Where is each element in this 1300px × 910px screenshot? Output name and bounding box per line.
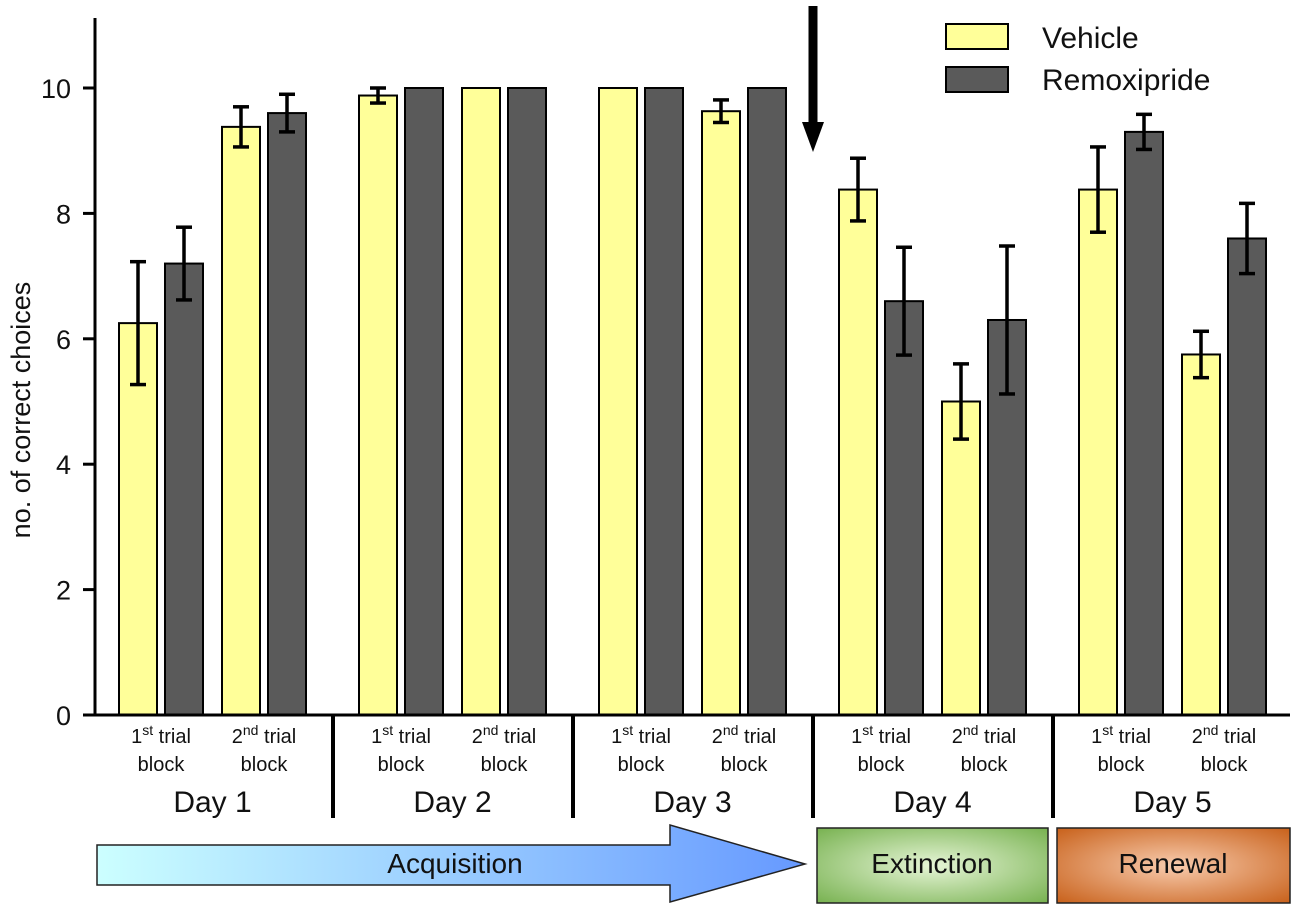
block-label-day5-block1: 1st trial bbox=[1091, 722, 1151, 748]
error-bar-vehicle-day3-block2 bbox=[713, 98, 729, 125]
block-label-line2: block bbox=[961, 754, 1009, 776]
block-label-line2: block bbox=[721, 754, 769, 776]
error-bar-vehicle-day4-block2 bbox=[953, 362, 969, 441]
arrow-down-marker bbox=[802, 6, 824, 152]
block-label-line2: block bbox=[481, 754, 529, 776]
bar-remoxipride-day2-block1 bbox=[404, 87, 444, 716]
bar-vehicle-day4-block1 bbox=[838, 188, 878, 717]
bar-vehicle-day5-block1 bbox=[1078, 188, 1118, 717]
day-label-4: Day 4 bbox=[893, 786, 971, 819]
error-bar-vehicle-day5-block2 bbox=[1193, 329, 1209, 380]
bar-vehicle-day4-block2 bbox=[941, 400, 981, 716]
bar-vehicle-day3-block2 bbox=[701, 110, 741, 717]
legend-swatch-vehicle bbox=[945, 23, 1009, 50]
error-bar-remoxipride-day5-block1 bbox=[1136, 112, 1152, 152]
bars-group bbox=[118, 87, 1267, 717]
y-tick-label: 4 bbox=[56, 450, 71, 480]
x-axis-labels: 1st trial block 2nd trial block Day 1 1st tri… bbox=[131, 715, 1256, 819]
bar-remoxipride-day5-block1 bbox=[1124, 130, 1164, 716]
block-label-line2: block bbox=[1201, 754, 1249, 776]
renewal-box bbox=[1056, 827, 1291, 904]
bar-vehicle-day5-block2 bbox=[1181, 353, 1221, 716]
day-label-3: Day 3 bbox=[653, 786, 731, 819]
bar-remoxipride-day4-block1 bbox=[884, 300, 924, 716]
day-label-1: Day 1 bbox=[173, 786, 251, 819]
block-label-day2-block1: 1st trial bbox=[371, 722, 431, 748]
extinction-label: Extinction bbox=[871, 848, 992, 879]
bar-vehicle-day2-block1 bbox=[358, 94, 398, 717]
error-bar-remoxipride-day4-block1 bbox=[896, 245, 912, 357]
block-label-day1-block2: 2nd trial bbox=[232, 722, 297, 748]
y-tick-label: 8 bbox=[56, 199, 71, 229]
y-tick-label: 10 bbox=[41, 74, 71, 104]
error-bar-vehicle-day1-block1 bbox=[130, 259, 146, 387]
error-bar-vehicle-day4-block1 bbox=[850, 156, 866, 223]
bar-remoxipride-day3-block1 bbox=[644, 87, 684, 716]
acquisition-label: Acquisition bbox=[387, 848, 522, 879]
legend-label-vehicle: Vehicle bbox=[1042, 22, 1139, 55]
block-label-line2: block bbox=[618, 754, 666, 776]
bar-vehicle-day3-block1 bbox=[598, 87, 638, 716]
day-label-5: Day 5 bbox=[1133, 786, 1211, 819]
phase-extinction: Extinction bbox=[816, 827, 1049, 904]
block-label-day5-block2: 2nd trial bbox=[1192, 722, 1257, 748]
block-label-line2: block bbox=[138, 754, 186, 776]
phase-renewal: Renewal bbox=[1056, 827, 1291, 904]
y-tick-label: 6 bbox=[56, 325, 71, 355]
legend: Vehicle Remoxipride bbox=[945, 22, 1210, 97]
y-axis-ticks: 0 2 4 6 8 10 bbox=[41, 74, 95, 731]
bar-vehicle-day1-block2 bbox=[221, 125, 261, 716]
block-label-day4-block2: 2nd trial bbox=[952, 722, 1017, 748]
legend-swatch-remoxipride bbox=[945, 66, 1009, 93]
day-label-2: Day 2 bbox=[413, 786, 491, 819]
error-bar-remoxipride-day1-block1 bbox=[176, 225, 192, 302]
error-bar-vehicle-day2-block1 bbox=[370, 86, 386, 105]
block-label-day3-block2: 2nd trial bbox=[712, 722, 777, 748]
error-bar-remoxipride-day1-block2 bbox=[279, 92, 295, 134]
bar-remoxipride-day2-block2 bbox=[507, 87, 547, 716]
block-label-day3-block1: 1st trial bbox=[611, 722, 671, 748]
renewal-label: Renewal bbox=[1119, 848, 1228, 879]
error-bar-remoxipride-day4-block2 bbox=[999, 244, 1015, 396]
legend-label-remoxipride: Remoxipride bbox=[1042, 64, 1210, 97]
bar-remoxipride-day1-block1 bbox=[164, 262, 204, 716]
y-tick-label: 2 bbox=[56, 576, 71, 606]
error-bar-remoxipride-day5-block2 bbox=[1239, 201, 1255, 276]
y-tick-label: 0 bbox=[56, 701, 71, 731]
block-label-line2: block bbox=[241, 754, 289, 776]
error-bar-vehicle-day1-block2 bbox=[233, 105, 249, 149]
bar-remoxipride-day5-block2 bbox=[1227, 237, 1267, 716]
bar-vehicle-day2-block2 bbox=[461, 87, 501, 716]
error-bars-group bbox=[130, 86, 1255, 441]
block-label-line2: block bbox=[1098, 754, 1146, 776]
y-axis-label: no. of correct choices bbox=[6, 282, 36, 539]
extinction-box bbox=[816, 827, 1049, 904]
bar-remoxipride-day1-block2 bbox=[267, 112, 307, 716]
block-label-day4-block1: 1st trial bbox=[851, 722, 911, 748]
bar-remoxipride-day3-block2 bbox=[747, 87, 787, 716]
block-label-day1-block1: 1st trial bbox=[131, 722, 191, 748]
error-bar-vehicle-day5-block1 bbox=[1090, 145, 1106, 234]
acquisition-arrow-shape bbox=[96, 824, 808, 903]
block-label-line2: block bbox=[858, 754, 906, 776]
block-label-line2: block bbox=[378, 754, 426, 776]
phase-acquisition: Acquisition bbox=[96, 824, 808, 903]
block-label-day2-block2: 2nd trial bbox=[472, 722, 537, 748]
